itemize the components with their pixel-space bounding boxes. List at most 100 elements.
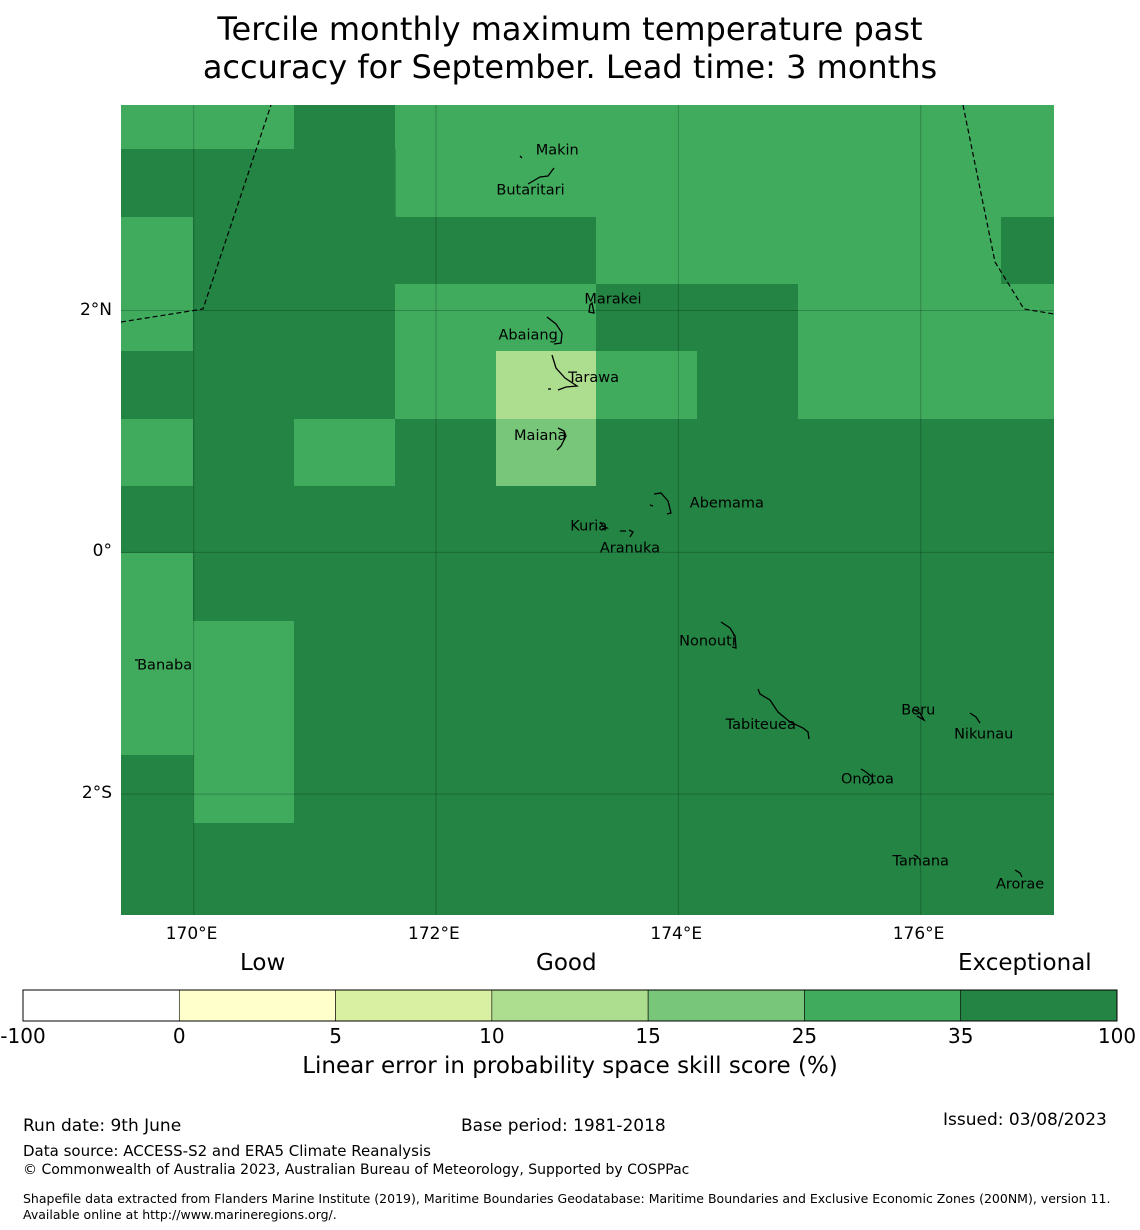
place-label: Butaritari (496, 183, 564, 199)
grid-cell (121, 486, 1054, 554)
colorbar-bin (647, 989, 805, 1022)
colorbar-tick-label: 15 (635, 1024, 661, 1048)
kuria-outline (599, 521, 609, 530)
abaiang-outline (546, 316, 563, 345)
grid-cell (395, 284, 598, 352)
butaritari-outline (527, 167, 555, 185)
place-label: Banaba (137, 658, 192, 674)
grid-cell (1001, 217, 1054, 285)
colorbar (22, 989, 1118, 1022)
place-label: Arorae (996, 877, 1044, 893)
place-label: Tamana (891, 854, 948, 870)
grid-cell (395, 105, 1054, 218)
shapefile-credit: Shapefile data extracted from Flanders M… (23, 1191, 1111, 1222)
colorbar-bin (804, 989, 962, 1022)
colorbar-tick-label: 35 (947, 1024, 974, 1048)
colorbar-bin (335, 989, 493, 1022)
grid-cell (697, 351, 799, 420)
data-source: Data source: ACCESS-S2 and ERA5 Climate … (23, 1142, 431, 1160)
grid-cell (496, 351, 597, 420)
place-label: Aranuka (600, 540, 660, 556)
place-label: Abaiang (498, 328, 557, 344)
place-label: Abemama (690, 496, 764, 512)
grid-cell (121, 755, 194, 915)
place-label: Marakei (584, 291, 641, 307)
grid-cell (395, 419, 497, 487)
longitude-tick-label: 172°E (408, 924, 460, 944)
arorae-outline (1014, 869, 1023, 878)
colorbar-tick-label: 25 (791, 1024, 818, 1048)
colorbar-bin (960, 989, 1118, 1022)
place-label: Kuria (570, 519, 607, 535)
run-date: Run date: 9th June (23, 1116, 182, 1136)
island-outlines (135, 155, 1023, 878)
grid-cell (121, 419, 194, 487)
skill-grid (121, 105, 1054, 915)
longitude-tick-label: 174°E (650, 924, 703, 944)
longitude-tick-label: 170°E (165, 924, 218, 944)
grid-cell (121, 351, 396, 420)
colorbar-tick-label: 5 (329, 1024, 342, 1048)
issued-date: Issued: 03/08/2023 (943, 1110, 1107, 1130)
latitude-tick-label: 2°N (79, 299, 112, 320)
grid-cell (121, 217, 194, 352)
grid-cell (496, 419, 597, 487)
grid-cell (193, 823, 295, 915)
colorbar-tick-label: 0 (172, 1024, 186, 1048)
nonouti-outline (720, 621, 737, 649)
grid-cell (596, 351, 698, 420)
place-label: Beru (901, 702, 935, 718)
grid-cell (193, 217, 597, 285)
onotoa-outline (860, 768, 874, 786)
grid-cell (193, 553, 1054, 622)
marakei-outline (588, 301, 595, 314)
colorbar-group-good: Good (536, 950, 597, 976)
colorbar-group-exceptional: Exceptional (958, 950, 1092, 976)
grid-cell (121, 105, 295, 150)
grid-cell (798, 351, 1054, 420)
colorbar-bin (22, 989, 180, 1022)
colorbar-tick-label: 100 (1097, 1024, 1137, 1048)
grid-cell (294, 621, 1054, 915)
nikunau-outline (969, 712, 981, 724)
grid-cell (596, 217, 1002, 285)
grid-cell (798, 284, 1054, 352)
place-label: Tarawa (567, 370, 619, 386)
grid-cell (395, 351, 497, 420)
place-label: Makin (536, 143, 579, 159)
grid-cell (596, 284, 799, 352)
beru-outline (912, 708, 926, 722)
place-label: Maiana (514, 428, 566, 444)
tamana-outline (913, 854, 919, 858)
grid-cell (193, 284, 396, 352)
colorbar-bin (178, 989, 336, 1022)
longitude-tick-label: 176°E (892, 924, 945, 944)
grid-cell (193, 419, 295, 487)
colorbar-bin (491, 989, 649, 1022)
graticule (121, 105, 1054, 915)
grid-cell (121, 149, 396, 218)
colorbar-tick-label: -100 (0, 1024, 46, 1048)
tabiteuea-outline (757, 688, 810, 740)
latitude-tick-label: 0° (92, 541, 112, 562)
title-line-2: accuracy for September. Lead time: 3 mon… (202, 48, 938, 86)
grid-cell (596, 419, 1054, 487)
place-label: Nikunau (954, 727, 1013, 743)
grid-cell (294, 105, 396, 150)
place-label: Nonouti (679, 634, 736, 650)
colorbar-tick-label: 10 (479, 1024, 505, 1048)
map-title: Tercile monthly maximum temperature past… (0, 10, 1140, 86)
grid-cell (121, 553, 194, 756)
base-period: Base period: 1981-2018 (461, 1116, 666, 1136)
maiana-outline (556, 427, 567, 451)
latitude-tick-label: 2°S (81, 783, 112, 804)
place-label: Tabiteuea (725, 717, 796, 733)
title-line-1: Tercile monthly maximum temperature past (217, 10, 923, 48)
colorbar-group-low: Low (240, 950, 286, 976)
grid-cell (193, 621, 295, 824)
eez-boundary (121, 105, 1054, 323)
colorbar-label: Linear error in probability space skill … (302, 1053, 838, 1079)
place-labels: Makin Butaritari Marakei Abaiang Tarawa Maian… (137, 143, 1044, 893)
colorbar-outline (22, 989, 1118, 1022)
